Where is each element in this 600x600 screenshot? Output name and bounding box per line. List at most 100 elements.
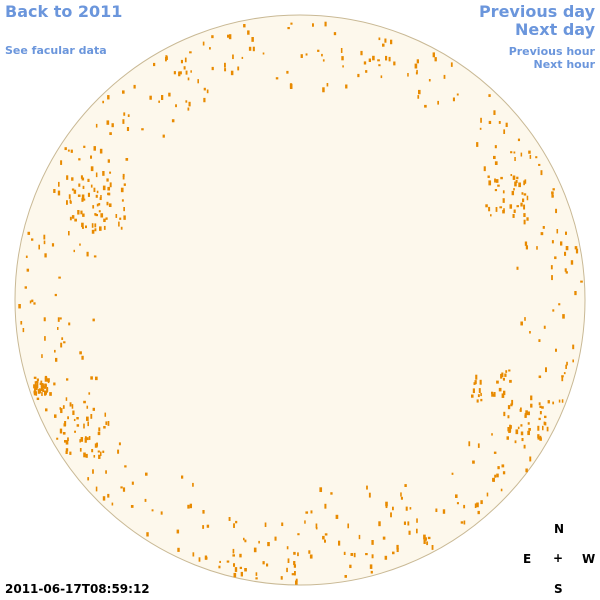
facula [494,145,497,149]
facula [85,453,88,458]
facula [542,226,545,229]
facula [572,359,574,363]
facula [333,32,337,36]
facula [85,225,87,229]
facula [491,391,494,394]
facula [378,64,381,67]
facula [539,437,542,441]
facula [127,114,130,117]
facula [90,184,93,188]
facula [111,123,114,128]
facula [504,373,507,377]
facula [103,225,106,230]
facula [185,70,188,75]
facula [478,388,481,393]
facula [202,41,205,46]
facula [491,433,493,436]
facula [53,382,56,386]
facula [76,424,80,427]
facula [555,208,558,214]
facula [69,451,72,455]
facular-link[interactable]: See facular data [5,44,107,57]
facula [526,195,529,201]
facula [528,150,531,154]
facula [235,520,238,524]
facula [330,492,333,495]
facula [41,354,43,358]
next-day-link[interactable]: Next day [515,20,595,39]
facula [74,430,77,433]
facula [65,397,68,401]
facula [57,317,60,322]
facula [120,486,123,489]
facula [527,422,530,425]
facula [291,573,295,576]
facula [480,398,483,402]
facula [95,194,98,198]
facula [66,378,69,381]
facula [539,411,542,415]
facula [324,21,327,27]
facula [552,401,555,405]
facula [211,66,214,71]
compass-center: + [553,551,564,565]
facula [365,553,368,556]
facula [91,449,94,453]
facula [108,203,112,207]
facula [190,70,192,73]
facula [516,266,519,270]
facula [305,511,309,514]
facula [111,502,114,506]
previous-hour-link[interactable]: Previous hour [508,45,595,58]
facula [517,426,520,430]
facula [424,537,427,541]
facula [538,402,541,406]
back-link[interactable]: Back to 2011 [5,2,123,21]
facula [218,565,221,569]
facula [183,66,186,70]
facula [488,94,491,97]
facula [538,339,541,342]
facula [474,503,477,509]
facula [98,427,101,432]
facula [281,522,284,527]
facula [108,192,111,196]
facula [357,73,360,78]
facula [93,255,97,258]
facula [49,392,52,396]
facula [289,83,293,88]
next-hour-link[interactable]: Next hour [533,58,596,71]
facula [293,551,296,555]
facula [510,403,513,407]
facula [530,403,533,408]
facula [501,393,505,398]
facula [62,405,65,409]
facula [44,384,47,387]
facula [451,472,454,475]
facula [57,327,59,330]
facula [82,226,84,229]
facula [97,450,100,453]
facula [538,163,541,166]
facula [175,104,177,108]
facula [476,502,479,508]
facula [47,378,50,382]
facula [237,66,240,71]
facula [54,414,57,418]
facula [83,198,86,201]
facula [523,193,527,196]
facula [81,222,84,228]
facula [67,437,69,442]
facula [38,389,40,393]
facula [426,541,429,546]
facula [53,189,56,193]
previous-day-link[interactable]: Previous day [478,2,595,21]
facula [100,195,102,198]
facula [44,377,48,382]
facula [82,185,85,190]
facula [120,187,124,193]
facula [523,444,526,449]
facula [540,232,544,236]
facula [360,50,363,56]
